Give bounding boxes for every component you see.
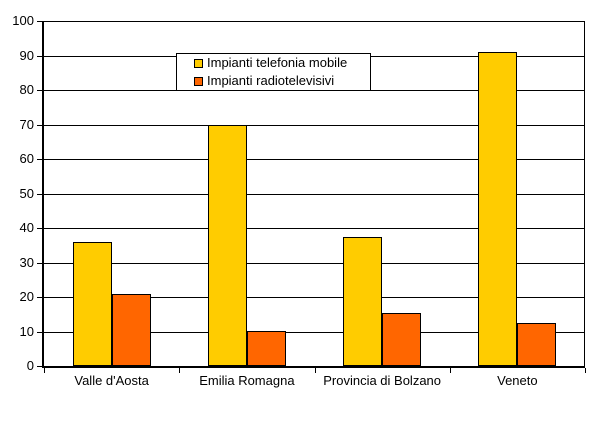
y-axis-tick <box>37 159 44 160</box>
x-axis-tick <box>179 368 180 373</box>
legend-item-telefonia: Impianti telefonia mobile <box>194 55 370 71</box>
y-axis-tick <box>37 90 44 91</box>
y-axis-label: 70 <box>19 117 34 132</box>
y-axis-tick <box>37 125 44 126</box>
legend-label-radiotelevisivi: Impianti radiotelevisivi <box>207 73 335 88</box>
gridline <box>44 332 585 333</box>
y-axis-label: 30 <box>19 255 34 270</box>
category-label: Provincia di Bolzano <box>323 373 442 388</box>
bar <box>478 52 517 366</box>
y-axis-tick <box>37 228 44 229</box>
x-axis-tick <box>315 368 316 373</box>
bar <box>73 242 112 366</box>
x-axis-tick <box>450 368 451 373</box>
y-axis-tick <box>37 194 44 195</box>
y-axis-tick <box>37 366 44 367</box>
category-label: Valle d'Aosta <box>74 373 149 388</box>
y-axis-label: 100 <box>12 13 34 28</box>
category-label: Emilia Romagna <box>199 373 295 388</box>
y-axis-tick <box>37 297 44 298</box>
y-axis-tick <box>37 263 44 264</box>
legend-label-telefonia: Impianti telefonia mobile <box>207 55 348 70</box>
bar <box>247 331 286 366</box>
y-axis-label: 50 <box>19 186 34 201</box>
x-axis-tick <box>44 368 45 373</box>
y-axis-label: 40 <box>19 220 34 235</box>
bar <box>382 313 421 366</box>
y-axis-label: 60 <box>19 151 34 166</box>
bar <box>112 294 151 366</box>
y-axis-label: 20 <box>19 289 34 304</box>
category-label: Veneto <box>497 373 538 388</box>
y-axis-tick <box>37 56 44 57</box>
plot-border-right <box>584 21 585 366</box>
y-axis-label: 0 <box>26 358 34 373</box>
series-1-swatch-icon <box>194 58 203 68</box>
y-axis-tick <box>37 21 44 22</box>
bar <box>343 237 382 366</box>
gridline <box>44 228 585 229</box>
series-2-swatch-icon <box>194 76 203 86</box>
x-axis-line <box>42 366 585 368</box>
x-axis-tick <box>585 368 586 373</box>
plot-border-top <box>44 21 585 22</box>
legend-item-radiotelevisivi: Impianti radiotelevisivi <box>194 73 370 89</box>
legend: Impianti telefonia mobile Impianti radio… <box>176 53 371 91</box>
bar <box>517 323 556 366</box>
y-axis-tick <box>37 332 44 333</box>
y-axis-label: 10 <box>19 324 34 339</box>
gridline <box>44 159 585 160</box>
y-axis-label: 80 <box>19 82 34 97</box>
bar <box>208 125 247 366</box>
y-axis-label: 90 <box>19 48 34 63</box>
gridline <box>44 297 585 298</box>
gridline <box>44 125 585 126</box>
gridline <box>44 194 585 195</box>
gridline <box>44 263 585 264</box>
